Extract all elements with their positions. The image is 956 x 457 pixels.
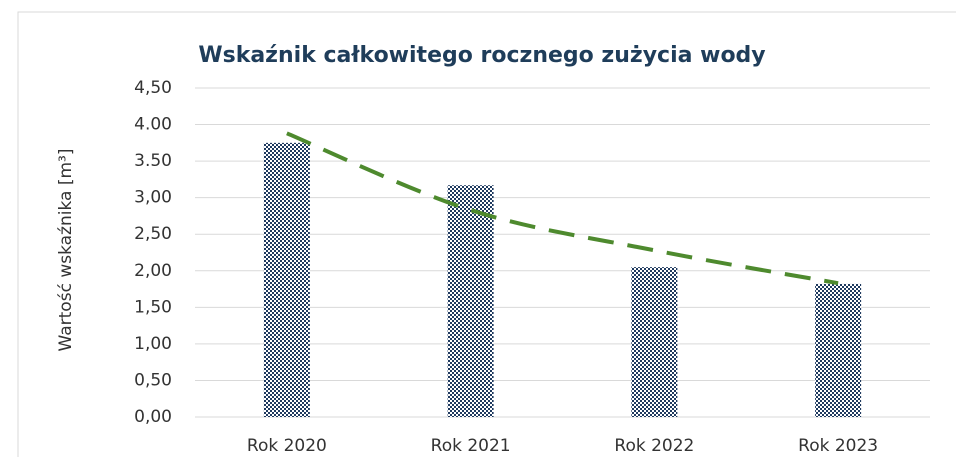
bar (631, 267, 678, 417)
y-tick-label: 1,50 (134, 297, 172, 317)
bar (263, 142, 310, 418)
y-tick-label: 4,50 (134, 78, 172, 98)
chart-frame (17, 11, 956, 457)
y-tick-label: 1,00 (134, 334, 172, 354)
x-tick-label: Rok 2021 (431, 436, 511, 456)
y-tick-label: 0,00 (134, 407, 172, 427)
bar (815, 283, 862, 417)
x-tick-label: Rok 2023 (798, 436, 878, 456)
y-tick-label: 3,00 (134, 188, 172, 208)
x-tick-label: Rok 2022 (614, 436, 694, 456)
y-tick-label: 2,50 (134, 224, 172, 244)
trendline (286, 131, 839, 286)
y-tick-label: 3.50 (134, 151, 172, 171)
chart-title: Wskaźnik całkowitego rocznego zużycia wo… (198, 43, 765, 68)
x-tick-label: Rok 2020 (247, 436, 327, 456)
bar (447, 185, 494, 417)
y-tick-label: 0,50 (134, 370, 172, 390)
y-axis-label: Wartość wskaźnika [m³] (56, 149, 76, 352)
y-tick-label: 4.00 (134, 115, 172, 135)
y-tick-label: 2,00 (134, 261, 172, 281)
